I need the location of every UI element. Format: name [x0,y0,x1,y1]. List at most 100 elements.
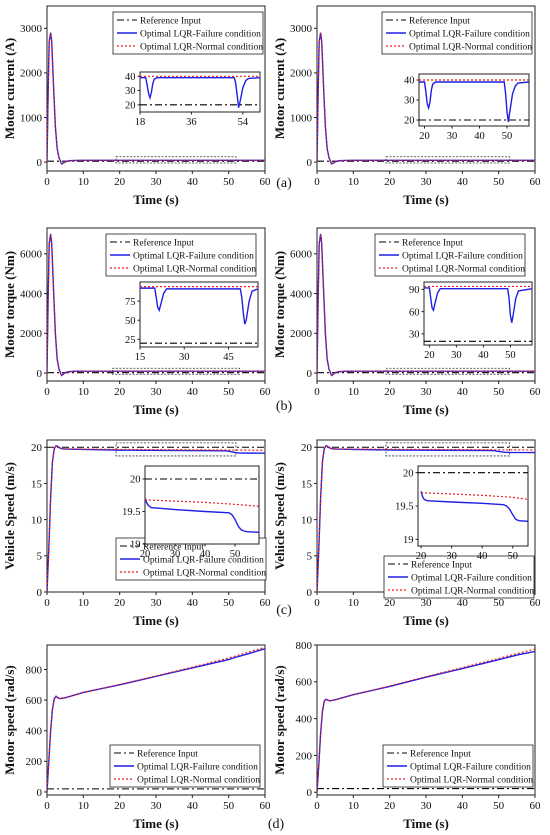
b-right-inset-ytick-label: 60 [409,307,420,318]
a-right-inset-xtick-label: 30 [447,131,458,142]
c-left-xtick-label: 20 [114,597,126,609]
d-right-ytick-label: 600 [296,677,313,689]
a-right-series-normal-line [317,32,535,165]
a-right-plot-area [317,32,535,165]
a-right-ylabel: Motor current (A) [272,38,287,139]
c-left-xtick-label: 0 [44,597,50,609]
a-right-xtick-label: 30 [421,176,433,188]
d-left-legend-label-reference: Reference Input [137,749,198,760]
c-right-inset-xtick-label: 20 [416,551,427,562]
d-right-xtick-label: 50 [493,800,505,812]
a-right-xtick-label: 60 [530,176,542,188]
b-left-inset-plot-area [140,285,258,344]
d-left-plot-area [47,646,265,792]
c-right-inset-series-failure-line [420,491,528,523]
d-right-legend-label-reference: Reference Input [410,749,471,760]
d-left-ytick-label: 600 [26,695,43,707]
c-left-inset-xtick-label: 30 [170,549,181,560]
b-left-inset-xtick-label: 15 [135,352,146,363]
a-right-ytick-label: 2000 [290,68,313,80]
a-left-ytick-label: 2000 [20,68,43,80]
b-right-xtick-label: 60 [530,386,542,398]
d-right-ytick-label: 0 [307,787,313,799]
a-left-legend [112,11,264,55]
c-left-legend-label-reference: Reference Input [143,542,204,553]
a-left-inset-ytick-label: 40 [125,72,136,83]
a-left-xtick-label: 40 [187,176,199,188]
a-right-inset-ytick-label: 30 [404,96,415,107]
a-right-xtick-label: 0 [314,176,320,188]
b-right-inset-xtick-label: 50 [505,350,516,361]
d-right-xtick-label: 20 [384,800,396,812]
c-right-inset-ytick-label: 20 [403,468,414,479]
b-left-zoom-region [112,367,240,375]
b-left-legend-label-reference: Reference Input [133,238,194,249]
c-right-xtick-label: 60 [530,597,542,609]
b-left-ytick-label: 2000 [20,328,43,340]
c-right-legend-label-failure: Optimal LQR-Failure condition [411,574,532,584]
d-right-legend [382,744,534,788]
a-right-ytick-label: 3000 [290,23,313,35]
b-right-inset-plot-area [424,285,532,342]
c-left-ytick-label: 20 [31,442,43,454]
b-right-inset-ytick-label: 90 [409,285,420,296]
c-right-xtick-label: 20 [384,597,396,609]
c-left-inset-series-normal-line [145,499,259,507]
d-right-xtick-label: 60 [530,800,542,812]
c-left-xtick-label: 60 [260,597,272,609]
c-right-ytick-label: 15 [301,478,313,490]
chart-a-left: 0 10 20 30 40 50 60 0 1000 2000 3000 Time (s) Motor … [2,5,271,207]
c-left-ytick-label: 10 [31,514,43,526]
c-right-xtick-label: 10 [348,597,360,609]
c-right-legend-label-normal: Optimal LQR-Normal condition [411,587,534,597]
b-left-inset-xtick-label: 30 [179,352,190,363]
c-left-plot-area [47,444,265,592]
row-label-d: (d) [268,817,285,832]
c-right-xlabel: Time (s) [403,613,449,628]
b-left-xtick-label: 60 [260,386,272,398]
c-left-zoom-region [115,442,237,457]
c-left-series-normal-line [47,445,265,592]
c-right-ytick-label: 0 [307,587,313,599]
c-left-inset-series-failure-line [145,498,259,533]
row-label-a: (a) [276,176,292,191]
c-right-inset-ytick-label: 19 [403,535,414,546]
c-right-xtick-label: 50 [493,597,505,609]
c-right-inset-xtick-label: 40 [477,551,488,562]
c-right-plot-area [317,444,535,592]
a-left-xtick-label: 50 [223,176,235,188]
d-left-ytick-label: 400 [26,726,43,738]
c-left-ytick-label: 0 [37,587,43,599]
b-left-inset-ytick-label: 75 [125,297,136,308]
b-right-inset-frame [423,281,533,346]
c-right-ylabel: Vehicle Speed (m/s) [272,462,287,570]
b-left-inset-series-failure-line [140,287,258,325]
b-right-ytick-label: 2000 [290,328,313,340]
b-right-ytick-label: 4000 [290,288,313,300]
c-right-inset-xtick-label: 30 [446,551,457,562]
chart-b-right: 0 10 20 30 40 50 60 0 2000 4000 6000 Time (s) Motor … [272,227,542,417]
a-left-inset-ytick-label: 20 [125,101,136,112]
a-right-inset-xtick-label: 40 [474,131,485,142]
b-left-legend-label-normal: Optimal LQR-Normal condition [133,265,256,275]
c-left-inset-plot-area [145,478,259,533]
a-left-inset: 18 36 54 20 30 40 [125,71,261,128]
a-right-xtick-label: 20 [384,176,396,188]
c-right-xtick-label: 30 [421,597,433,609]
c-right-ytick-label: 5 [307,551,313,563]
a-right-inset-ytick-label: 20 [404,116,415,127]
b-right-xlabel: Time (s) [403,402,449,417]
b-left-inset: 15 30 45 25 50 75 [125,281,259,363]
a-left-ytick-label: 0 [37,157,43,169]
a-right-xtick-label: 10 [348,176,360,188]
a-right-inset-xtick-label: 50 [502,131,513,142]
b-left-inset-frame [139,281,259,348]
b-left-xlabel: Time (s) [133,402,179,417]
b-left-ytick-label: 4000 [20,288,43,300]
c-left-inset-xtick-label: 20 [140,549,151,560]
d-left-xtick-label: 10 [78,800,90,812]
c-left-ytick-label: 15 [31,478,43,490]
